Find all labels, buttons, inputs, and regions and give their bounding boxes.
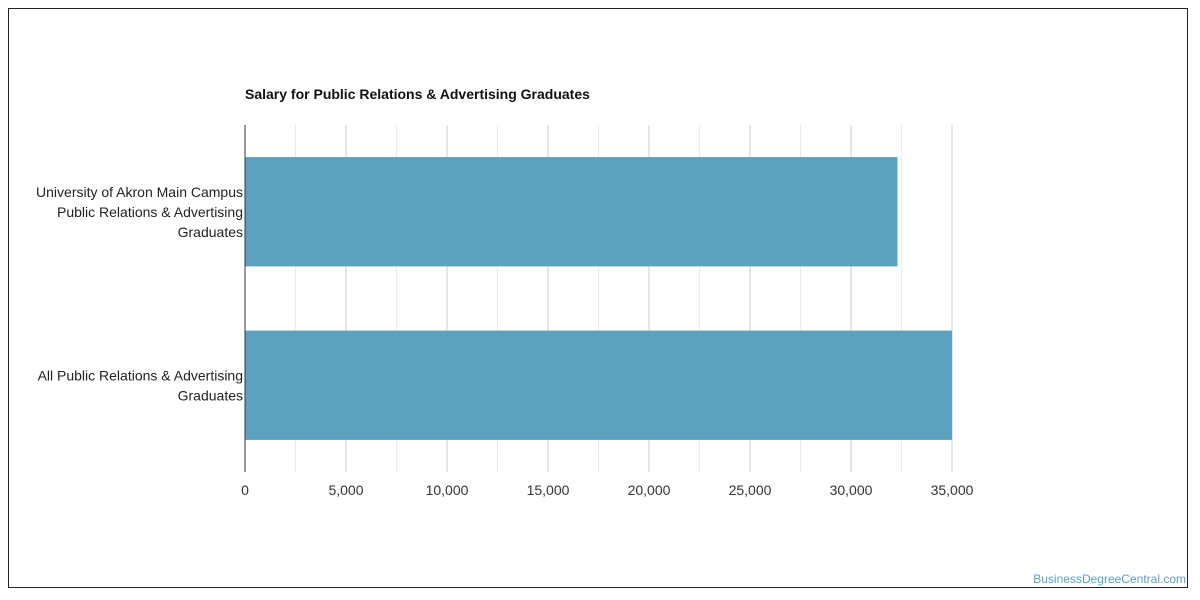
x-tick-label: 25,000 xyxy=(729,482,772,498)
category-label-line: Graduates xyxy=(178,387,243,403)
category-labels: University of Akron Main Campus Public Re… xyxy=(36,184,243,404)
category-label-line: Public Relations & Advertising xyxy=(57,204,243,220)
x-tick-label: 15,000 xyxy=(527,482,570,498)
category-label: University of Akron Main Campus Public Re… xyxy=(36,184,243,240)
x-tick-label: 5,000 xyxy=(328,482,363,498)
bar[interactable] xyxy=(245,330,952,440)
category-label: All Public Relations & Advertising Gradua… xyxy=(38,367,243,403)
category-label-line: University of Akron Main Campus xyxy=(36,184,243,200)
x-tick-label: 30,000 xyxy=(830,482,873,498)
x-tick-label: 10,000 xyxy=(426,482,469,498)
watermark-link[interactable]: BusinessDegreeCentral.com xyxy=(1033,572,1186,586)
x-axis-ticks: 0 5,000 10,000 15,000 20,000 25,000 30,000 35,0… xyxy=(241,482,974,498)
chart-title: Salary for Public Relations & Advertisin… xyxy=(245,86,590,102)
bar[interactable] xyxy=(245,157,898,267)
x-tick-label: 0 xyxy=(241,482,249,498)
category-label-line: Graduates xyxy=(178,224,243,240)
bars xyxy=(245,157,952,440)
category-label-line: All Public Relations & Advertising xyxy=(38,367,243,383)
x-tick-label: 35,000 xyxy=(931,482,974,498)
x-tick-label: 20,000 xyxy=(628,482,671,498)
